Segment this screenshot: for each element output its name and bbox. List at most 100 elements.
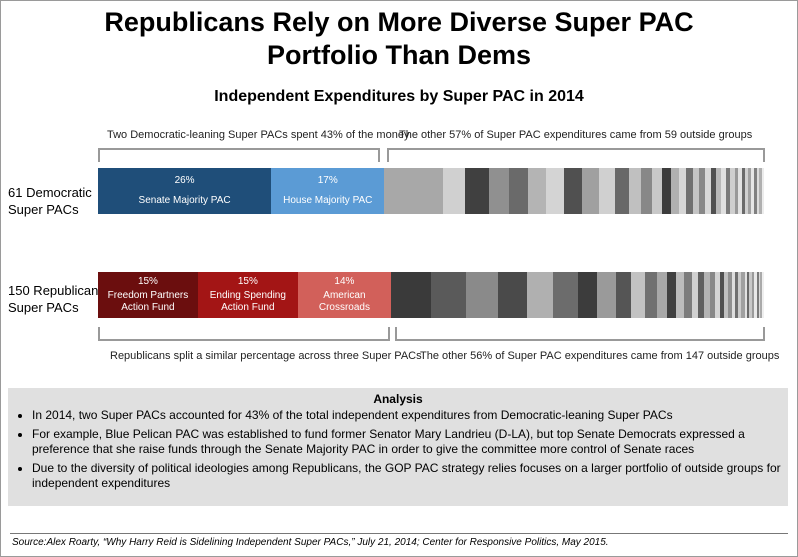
chart-title: Republicans Rely on More Diverse Super P… bbox=[0, 6, 798, 72]
other-group-stripe bbox=[641, 168, 653, 214]
chart-title-line-1: Republicans Rely on More Diverse Super P… bbox=[104, 7, 694, 37]
other-group-stripe bbox=[614, 168, 630, 214]
other-group-stripe bbox=[684, 272, 692, 318]
dem-other-groups-segment bbox=[384, 168, 765, 214]
gop-right-note: The other 56% of Super PAC expenditures … bbox=[420, 350, 780, 362]
other-group-stripe bbox=[720, 168, 727, 214]
other-group-stripe bbox=[497, 272, 527, 318]
other-group-stripe bbox=[685, 168, 694, 214]
other-group-stripe bbox=[564, 168, 582, 214]
other-group-stripe bbox=[744, 168, 749, 214]
bar-value-label: 15% bbox=[137, 276, 158, 287]
other-group-stripe bbox=[670, 168, 679, 214]
dem-row-label: 61 Democratic Super PACs bbox=[8, 184, 92, 218]
dem-left-bracket bbox=[98, 148, 380, 162]
bar-segment-freedom-partners-action-fund: 15% Freedom Partners Action Fund bbox=[98, 272, 198, 318]
other-group-stripe bbox=[744, 272, 748, 318]
other-group-stripe bbox=[553, 272, 579, 318]
other-group-stripe bbox=[728, 272, 733, 318]
other-group-stripe bbox=[734, 168, 739, 214]
other-group-stripe bbox=[442, 168, 466, 214]
bar-name-label-line-1: American bbox=[323, 290, 366, 301]
bar-segment-american-crossroads: 14% American Crossroads bbox=[297, 272, 392, 318]
other-group-stripe bbox=[719, 272, 725, 318]
bar-value-label: 14% bbox=[334, 276, 355, 287]
other-group-stripe bbox=[698, 168, 706, 214]
other-group-stripe bbox=[751, 272, 755, 318]
dem-left-note: Two Democratic-leaning Super PACs spent … bbox=[107, 129, 410, 141]
bar-name-label-line-2: Crossroads bbox=[318, 302, 370, 313]
bar-value-label: 17% bbox=[317, 175, 338, 186]
other-group-stripe bbox=[598, 168, 616, 214]
chart-title-line-2: Portfolio Than Dems bbox=[266, 40, 531, 70]
other-group-stripe bbox=[714, 272, 720, 318]
other-group-stripe bbox=[698, 272, 705, 318]
other-group-stripe bbox=[489, 168, 510, 214]
other-group-stripe bbox=[615, 272, 632, 318]
bar-value-label: 15% bbox=[237, 276, 258, 287]
bar-segment-senate-majority-pac: 26% Senate Majority PAC bbox=[98, 168, 272, 214]
chart-subtitle: Independent Expenditures by Super PAC in… bbox=[214, 88, 584, 105]
other-group-stripe bbox=[761, 168, 765, 214]
analysis-bullet: Due to the diversity of political ideolo… bbox=[32, 461, 788, 491]
other-group-stripe bbox=[716, 168, 722, 214]
other-group-stripe bbox=[735, 272, 739, 318]
other-group-stripe bbox=[725, 168, 731, 214]
other-group-stripe bbox=[760, 272, 763, 318]
dem-bar: 26% Senate Majority PAC 17% House Majori… bbox=[98, 168, 765, 214]
other-group-stripe bbox=[749, 272, 753, 318]
other-group-stripe bbox=[741, 272, 745, 318]
other-group-stripe bbox=[662, 168, 671, 214]
dem-right-note: The other 57% of Super PAC expenditures … bbox=[399, 129, 753, 141]
bar-segment-house-majority-pac: 17% House Majority PAC bbox=[271, 168, 385, 214]
other-group-stripe bbox=[709, 272, 715, 318]
other-group-stripe bbox=[705, 168, 711, 214]
other-group-stripe bbox=[652, 168, 663, 214]
other-group-stripe bbox=[464, 168, 490, 214]
bar-name-label-line-2: Action Fund bbox=[121, 302, 175, 313]
bar-name-label-line-1: Freedom Partners bbox=[107, 290, 189, 301]
other-group-stripe bbox=[762, 272, 765, 318]
other-group-stripe bbox=[545, 168, 565, 214]
other-group-stripe bbox=[577, 272, 598, 318]
other-group-stripe bbox=[741, 168, 746, 214]
other-group-stripe bbox=[628, 168, 642, 214]
analysis-title: Analysis bbox=[373, 392, 423, 406]
other-group-stripe bbox=[746, 272, 750, 318]
other-group-stripe bbox=[527, 168, 547, 214]
dem-row-label-line-2: Super PACs bbox=[8, 202, 79, 217]
gop-left-note: Republicans split a similar percentage a… bbox=[110, 350, 422, 362]
gop-right-bracket bbox=[395, 327, 765, 341]
dem-row-label-line-1: 61 Democratic bbox=[8, 185, 92, 200]
other-group-stripe bbox=[597, 272, 616, 318]
other-group-stripe bbox=[581, 168, 600, 214]
other-group-stripe bbox=[758, 272, 761, 318]
other-group-stripe bbox=[759, 168, 762, 214]
gop-bar: 15% Freedom Partners Action Fund 15% End… bbox=[98, 272, 765, 318]
other-group-stripe bbox=[691, 272, 699, 318]
other-group-stripe bbox=[526, 272, 554, 318]
other-group-stripe bbox=[692, 168, 700, 214]
analysis-bullet: For example, Blue Pelican PAC was establ… bbox=[32, 427, 788, 457]
other-group-stripe bbox=[667, 272, 677, 318]
other-group-stripe bbox=[644, 272, 658, 318]
bar-name-label: Senate Majority PAC bbox=[138, 195, 231, 206]
analysis-box: Analysis In 2014, two Super PACs account… bbox=[8, 388, 788, 506]
analysis-bullet: In 2014, two Super PACs accounted for 43… bbox=[32, 408, 788, 423]
bar-segment-ending-spending-action-fund: 15% Ending Spending Action Fund bbox=[197, 272, 298, 318]
other-group-stripe bbox=[738, 168, 743, 214]
other-group-stripe bbox=[391, 272, 431, 318]
other-group-stripe bbox=[756, 168, 760, 214]
other-group-stripe bbox=[384, 168, 444, 214]
dem-right-bracket bbox=[387, 148, 765, 162]
other-group-stripe bbox=[730, 168, 735, 214]
other-group-stripe bbox=[751, 168, 755, 214]
analysis-bullets: In 2014, two Super PACs accounted for 43… bbox=[8, 408, 788, 491]
bar-value-label: 26% bbox=[174, 175, 195, 186]
bar-name-label: House Majority PAC bbox=[283, 195, 373, 206]
source-divider bbox=[10, 533, 788, 534]
other-group-stripe bbox=[676, 272, 685, 318]
other-group-stripe bbox=[756, 272, 759, 318]
bar-name-label-line-1: Ending Spending bbox=[209, 290, 286, 301]
other-group-stripe bbox=[656, 272, 668, 318]
